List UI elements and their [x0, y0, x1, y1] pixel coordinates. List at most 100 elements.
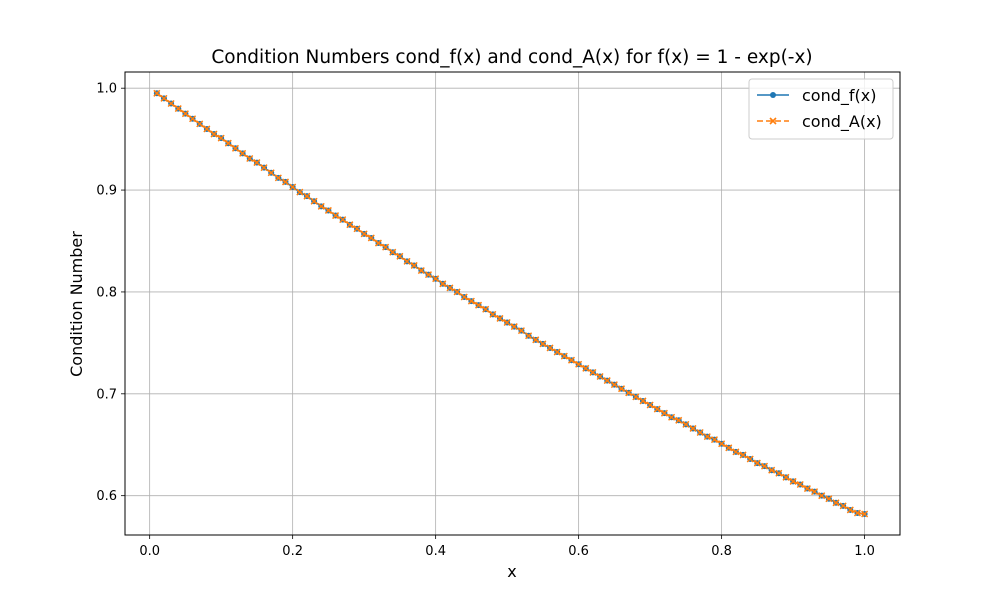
data-point-cond-a-x: [668, 413, 676, 421]
data-point-cond-a-x: [782, 473, 790, 481]
x-tick-label: 0.4: [425, 544, 446, 559]
data-point-cond-a-x: [346, 221, 354, 229]
data-point-cond-a-x: [160, 94, 168, 102]
legend-box: [748, 78, 894, 140]
y-tick-label: 0.7: [96, 387, 117, 402]
data-point-cond-a-x: [274, 174, 282, 182]
data-point-cond-a-x: [496, 314, 504, 322]
data-point-cond-a-x: [861, 510, 869, 518]
data-point-cond-a-x: [718, 440, 726, 448]
data-point-cond-a-x: [296, 188, 304, 196]
data-point-cond-a-x: [432, 275, 440, 283]
data-point-cond-a-x: [324, 206, 332, 214]
data-point-cond-a-x: [281, 178, 290, 186]
y-axis-ticks: 0.6 0.7 0.8 0.9 1.0: [96, 82, 125, 504]
data-point-cond-a-x: [439, 280, 447, 288]
y-tick-label: 0.6: [96, 489, 117, 504]
data-point-cond-a-x: [303, 192, 311, 200]
data-point-cond-a-x: [539, 340, 547, 348]
data-point-cond-a-x: [189, 115, 197, 123]
data-point-cond-a-x: [482, 305, 490, 313]
x-tick-label: 0.8: [711, 544, 732, 559]
data-point-cond-a-x: [732, 448, 740, 456]
data-point-cond-a-x: [367, 234, 375, 242]
data-point-cond-a-x: [589, 368, 597, 376]
data-point-cond-a-x: [167, 99, 175, 108]
x-tick-label: 0.6: [568, 544, 589, 559]
x-tick-label: 0.2: [282, 544, 303, 559]
data-point-cond-a-x: [789, 477, 797, 485]
data-point-cond-a-x: [739, 451, 747, 459]
y-axis-label: Condition Number: [67, 231, 86, 377]
data-point-cond-a-x: [517, 327, 525, 335]
data-point-cond-a-x: [653, 405, 661, 413]
data-point-cond-a-x: [725, 444, 733, 452]
data-point-cond-a-x: [453, 288, 461, 296]
data-point-cond-a-x: [339, 216, 347, 224]
y-tick-label: 1.0: [96, 82, 117, 97]
data-point-cond-a-x: [567, 356, 576, 364]
data-point-cond-a-x: [174, 105, 182, 113]
data-point-cond-a-x: [446, 284, 454, 292]
data-point-cond-a-x: [246, 154, 254, 163]
x-axis-label: x: [507, 562, 516, 581]
data-point-cond-a-x: [775, 469, 783, 477]
data-point-cond-a-x: [210, 130, 218, 138]
data-point-cond-a-x: [625, 389, 633, 397]
data-point-cond-a-x: [703, 433, 711, 441]
data-point-cond-a-x: [596, 372, 604, 381]
data-point-cond-a-x: [403, 257, 411, 265]
legend-label-cond-f: cond_f(x): [802, 86, 876, 106]
data-point-cond-a-x: [639, 397, 647, 405]
data-point-cond-a-x: [603, 377, 611, 385]
data-point-cond-a-x: [689, 424, 697, 432]
data-point-cond-a-x: [796, 480, 804, 489]
data-point-cond-a-x: [396, 252, 404, 260]
legend-label-cond-a: cond_A(x): [802, 112, 882, 132]
data-point-cond-a-x: [389, 248, 397, 256]
data-point-cond-a-x: [617, 385, 626, 393]
data-point-cond-a-x: [803, 485, 811, 493]
data-point-cond-a-x: [360, 230, 368, 238]
data-point-cond-a-x: [317, 202, 325, 210]
data-point-cond-a-x: [267, 169, 275, 177]
data-point-cond-a-x: [217, 134, 225, 142]
data-point-cond-a-x: [825, 495, 833, 503]
data-point-cond-a-x: [353, 225, 361, 233]
data-point-cond-a-x: [253, 159, 261, 167]
plot-frame: [124, 71, 901, 536]
data-point-cond-a-x: [231, 144, 239, 152]
series-cond-a-x: [153, 89, 869, 518]
data-point-cond-a-x: [460, 293, 468, 301]
data-point-cond-a-x: [610, 381, 618, 389]
legend-marker-cond-a: [769, 117, 777, 125]
data-point-cond-a-x: [660, 409, 668, 417]
data-point-cond-a-x: [675, 416, 683, 424]
data-point-cond-a-x: [553, 348, 561, 356]
data-point-cond-a-x: [560, 352, 568, 360]
data-point-cond-a-x: [503, 318, 511, 327]
plot-series: [153, 89, 869, 518]
legend: cond_f(x) cond_A(x): [748, 78, 894, 140]
data-point-cond-a-x: [374, 239, 382, 247]
data-point-cond-a-x: [768, 466, 776, 474]
data-point-cond-a-x: [224, 139, 232, 147]
data-point-cond-a-x: [153, 89, 161, 97]
legend-marker-cond-f: [770, 92, 776, 98]
data-point-cond-a-x: [203, 125, 211, 133]
data-point-cond-a-x: [424, 271, 433, 279]
data-point-cond-a-x: [632, 393, 640, 401]
data-point-cond-a-x: [760, 462, 769, 470]
data-point-cond-a-x: [532, 336, 540, 344]
data-point-cond-a-x: [260, 164, 268, 172]
series-line-cond-a-x: [156, 92, 865, 515]
data-point-cond-a-x: [853, 509, 861, 517]
data-point-cond-a-x: [510, 323, 518, 331]
data-point-cond-a-x: [489, 310, 497, 318]
data-point-cond-a-x: [525, 332, 533, 340]
data-point-cond-a-x: [811, 488, 819, 496]
data-point-cond-a-x: [682, 420, 690, 428]
data-point-cond-a-x: [181, 110, 189, 118]
x-axis-ticks: 0.0 0.2 0.4 0.6 0.8 1.0: [139, 535, 875, 559]
data-point-cond-a-x: [310, 197, 318, 205]
